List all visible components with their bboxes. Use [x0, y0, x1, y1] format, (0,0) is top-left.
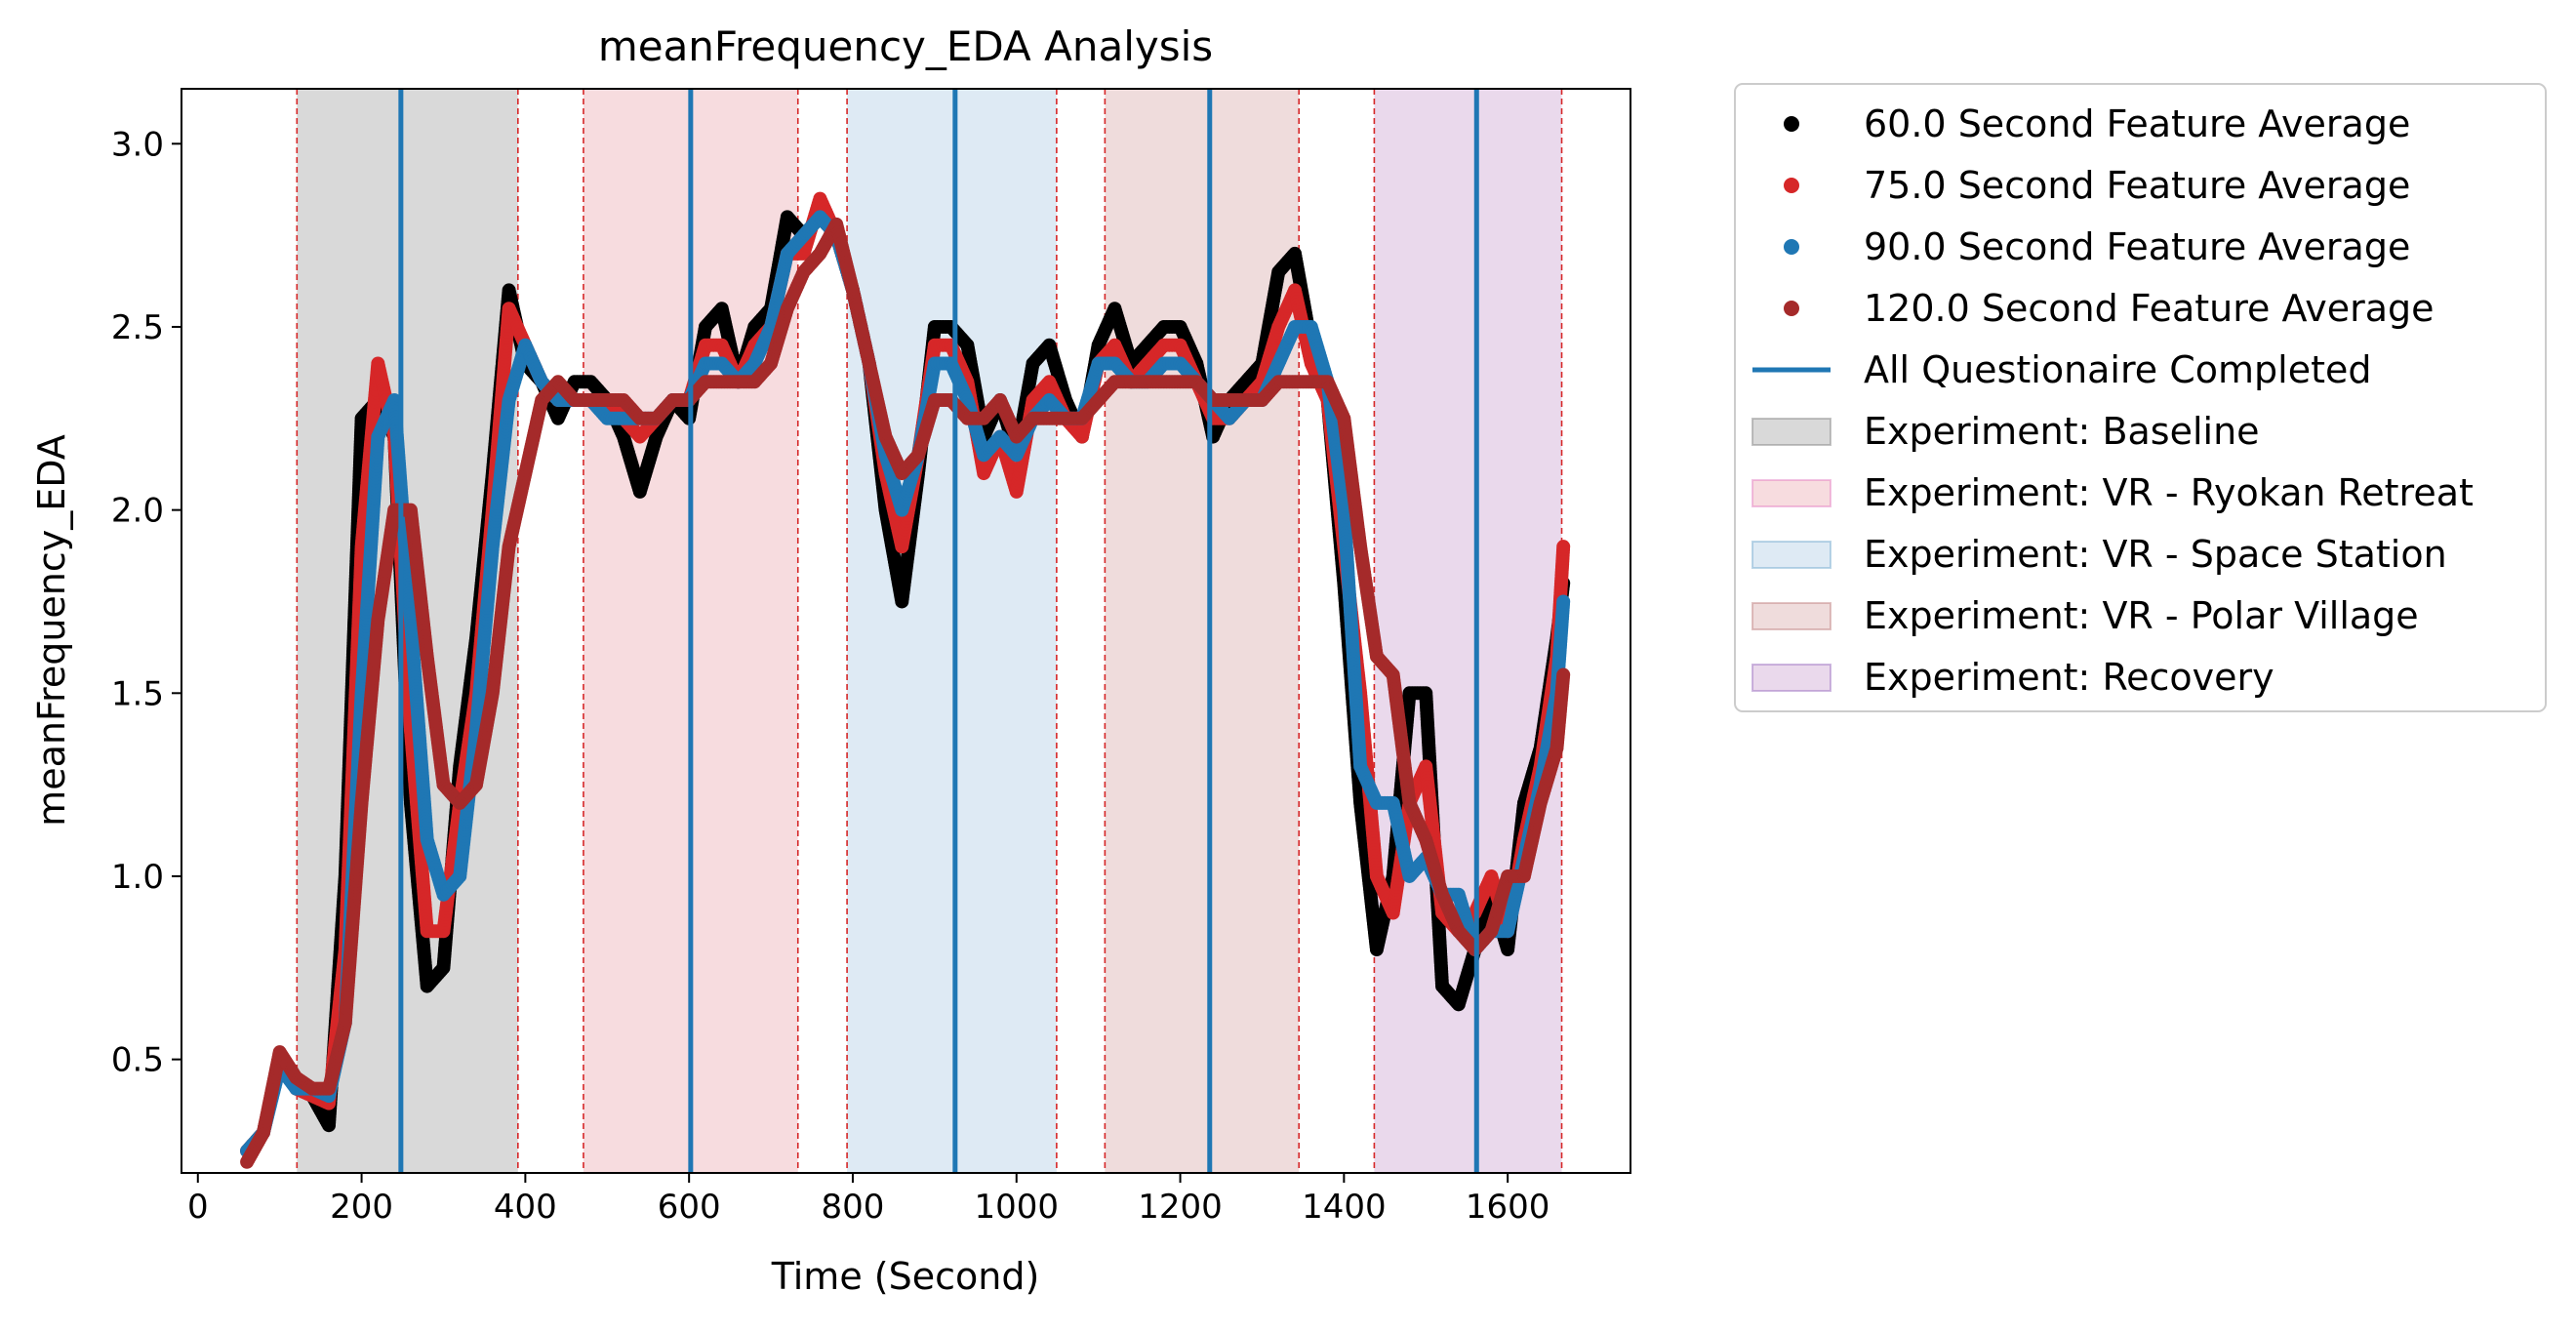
region-4 — [1374, 89, 1561, 1173]
region-3 — [1105, 89, 1299, 1173]
series-1-marker — [1556, 540, 1570, 553]
region-2 — [847, 89, 1057, 1173]
chart-title: meanFrequency_EDA Analysis — [598, 22, 1213, 70]
